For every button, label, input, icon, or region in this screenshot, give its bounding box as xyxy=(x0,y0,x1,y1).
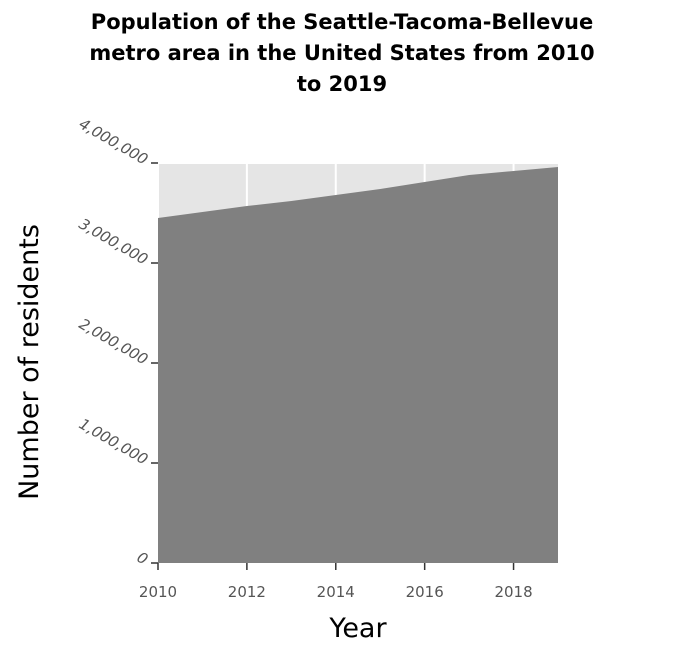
axis-ticks xyxy=(151,162,515,570)
y-tick-label: 4,000,000 xyxy=(76,115,151,169)
y-tick-label: 1,000,000 xyxy=(76,415,151,469)
chart-title-line-1: Population of the Seattle-Tacoma-Bellevu… xyxy=(91,10,593,34)
y-tick-label: 3,000,000 xyxy=(76,215,151,269)
y-axis-label: Number of residents xyxy=(14,224,45,500)
y-tick-label: 0 xyxy=(134,548,151,568)
x-tick-label: 2010 xyxy=(139,583,177,601)
x-tick-label: 2016 xyxy=(406,583,444,601)
chart-title-line-3: to 2019 xyxy=(297,72,387,96)
x-tick-label: 2012 xyxy=(228,583,266,601)
population-area xyxy=(158,167,558,563)
x-tick-label: 2014 xyxy=(317,583,355,601)
y-tick-label: 2,000,000 xyxy=(76,315,151,369)
x-axis-label: Year xyxy=(328,613,387,644)
chart-title-line-2: metro area in the United States from 201… xyxy=(89,41,594,65)
x-tick-label: 2018 xyxy=(494,583,532,601)
